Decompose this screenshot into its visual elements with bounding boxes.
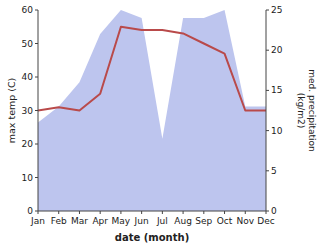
y-tick-label: 20 <box>22 139 34 149</box>
y2-tick-label: 20 <box>271 45 283 55</box>
y-tick <box>35 77 38 78</box>
temperature-line <box>38 27 266 111</box>
y-tick-label: 50 <box>22 39 34 49</box>
x-tick-label: Jun <box>134 216 149 226</box>
x-tick-label: Nov <box>236 216 254 226</box>
y2-axis-line <box>266 10 267 211</box>
x-tick-label: Sep <box>195 216 212 226</box>
y2-tick <box>266 170 269 171</box>
x-tick <box>120 211 121 214</box>
x-tick <box>224 211 225 214</box>
y-tick <box>35 43 38 44</box>
plot-area <box>38 10 266 211</box>
x-tick-label: Jul <box>156 216 168 226</box>
y2-tick <box>266 50 269 51</box>
y-axis-label: max temp (C) <box>6 78 17 144</box>
x-tick <box>100 211 101 214</box>
x-tick-label: Aug <box>174 216 192 226</box>
y2-tick-label: 5 <box>271 166 277 176</box>
y-tick-label: 60 <box>22 5 34 15</box>
x-tick <box>183 211 184 214</box>
chart: JanFebMarAprMayJunJulAugSepOctNovDec0102… <box>0 0 318 247</box>
y2-axis-label-line: med. precipitation <box>307 69 317 151</box>
y2-tick <box>266 211 269 212</box>
y-tick-label: 40 <box>22 72 34 82</box>
y2-tick-label: 15 <box>271 85 282 95</box>
y-tick <box>35 10 38 11</box>
x-tick <box>58 211 59 214</box>
y2-axis-label-line: (kg/m2) <box>296 93 306 128</box>
precipitation-area <box>38 10 266 211</box>
y2-tick <box>266 130 269 131</box>
x-tick <box>162 211 163 214</box>
x-axis-label: date (month) <box>115 232 189 243</box>
y-tick-label: 0 <box>27 206 33 216</box>
y2-tick-label: 10 <box>271 126 283 136</box>
x-tick-label: Mar <box>71 216 88 226</box>
y-tick <box>35 177 38 178</box>
y2-tick-label: 0 <box>271 206 277 216</box>
y2-tick-label: 25 <box>271 5 282 15</box>
x-tick <box>141 211 142 214</box>
y-tick-label: 10 <box>22 173 34 183</box>
x-tick <box>203 211 204 214</box>
x-tick-label: Apr <box>92 216 108 226</box>
x-tick-label: May <box>112 216 131 226</box>
x-tick-label: Dec <box>257 216 274 226</box>
x-tick-label: Feb <box>51 216 67 226</box>
y2-axis-label: med. precipitation(kg/m2) <box>296 69 317 151</box>
x-tick <box>79 211 80 214</box>
y-tick <box>35 211 38 212</box>
x-tick-label: Oct <box>217 216 233 226</box>
y-tick <box>35 110 38 111</box>
y-tick-label: 30 <box>22 106 34 116</box>
y2-tick <box>266 90 269 91</box>
y2-tick <box>266 10 269 11</box>
x-axis-line <box>38 211 266 212</box>
y-tick <box>35 144 38 145</box>
x-tick-label: Jan <box>30 216 45 226</box>
x-tick <box>245 211 246 214</box>
